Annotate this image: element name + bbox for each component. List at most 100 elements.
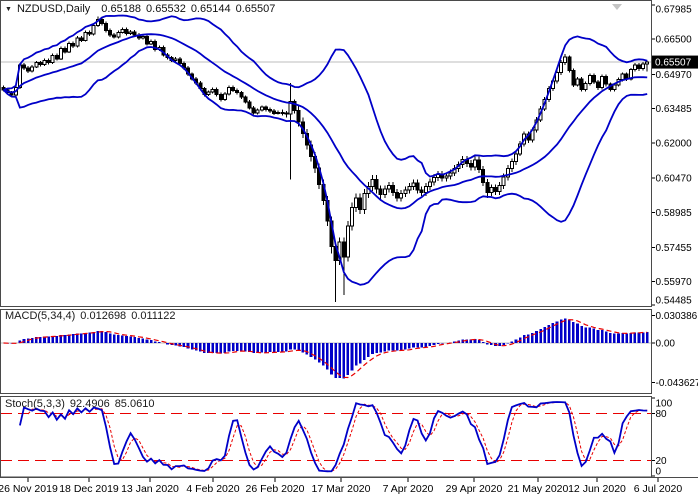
bull-candle-body (140, 35, 145, 39)
bull-candle-body (370, 179, 375, 188)
bull-candle-body (288, 100, 293, 115)
bear-candle-body (567, 56, 572, 71)
bull-candle-body (403, 189, 408, 195)
bull-candle-body (399, 193, 404, 199)
current-price-badge-label: 0.65507 (655, 58, 692, 69)
bull-candle-body (382, 188, 387, 196)
bear-candle-body (341, 241, 346, 258)
bollinger-lower-band (2, 46, 648, 286)
bull-candle-body (407, 186, 412, 191)
bear-candle-body (579, 78, 584, 90)
time-axis-label: 4 Feb 2020 (186, 483, 239, 495)
bull-candle-body (276, 111, 281, 114)
price-axis-label: 0.66500 (656, 35, 693, 46)
bear-candle-body (71, 42, 76, 47)
price-axis-label: 0.62000 (656, 138, 693, 149)
time-axis-area[interactable] (0, 478, 698, 500)
macd-axis-label: 0.00 (656, 339, 676, 350)
bull-candle-body (116, 31, 121, 38)
time-axis-label: 17 Mar 2020 (312, 483, 371, 495)
price-axis-label: 0.64970 (656, 70, 693, 81)
bull-candle-body (411, 182, 416, 188)
time-axis-label: 13 Jan 2020 (121, 483, 179, 495)
price-axis-label: 0.54485 (656, 296, 693, 307)
macd-plot-area[interactable] (1, 310, 651, 393)
bear-candle-body (280, 111, 285, 114)
bull-candle-body (30, 66, 35, 72)
bull-candle-body (436, 174, 441, 178)
bear-candle-body (26, 67, 31, 72)
bear-candle-body (493, 187, 498, 193)
bull-candle-body (448, 172, 453, 177)
stoch-plot-area[interactable] (1, 397, 651, 477)
bear-candle-body (247, 101, 252, 109)
bull-candle-body (67, 42, 72, 53)
bull-candle-body (210, 88, 215, 93)
bull-candle-body (354, 197, 359, 208)
bear-candle-body (79, 37, 84, 41)
bull-candle-body (227, 87, 231, 95)
chart-shift-marker-icon[interactable] (612, 4, 622, 10)
bull-candle-body (34, 62, 39, 68)
bear-candle-body (112, 34, 117, 38)
bollinger-upper-band (3, 14, 648, 178)
time-axis-label: 12 Jun 2020 (568, 483, 626, 495)
time-axis-label: 7 Apr 2020 (383, 483, 434, 495)
price-chart-plot-area[interactable] (1, 1, 651, 306)
stoch-axis-label: 0 (656, 467, 662, 478)
macd-panel-border (0, 309, 652, 394)
price-axis-label: 0.60470 (656, 174, 693, 185)
bull-candle-body (612, 84, 617, 90)
time-axis-label: 26 Feb 2020 (246, 483, 305, 495)
price-axis-area[interactable] (652, 0, 698, 477)
stoch-percent-d-line (27, 401, 648, 472)
bull-candle-body (427, 181, 432, 188)
bear-candle-body (235, 89, 240, 94)
bull-candle-body (645, 61, 650, 65)
bear-candle-body (239, 92, 244, 98)
time-axis-label: 6 Jul 2020 (634, 483, 683, 495)
bull-candle-body (128, 31, 133, 34)
bull-candle-body (432, 176, 436, 183)
bear-candle-body (571, 69, 576, 86)
bollinger-middle-band (3, 33, 648, 210)
bull-candle-body (120, 29, 125, 33)
bull-candle-body (386, 184, 391, 190)
bull-candle-body (362, 193, 367, 211)
bull-candle-body (600, 76, 605, 89)
bear-candle-body (477, 159, 482, 170)
stoch-axis-label: 100 (656, 399, 673, 410)
bull-candle-body (489, 187, 494, 193)
bear-candle-body (153, 41, 158, 51)
bear-candle-body (604, 76, 609, 85)
stoch-axis-label: 20 (656, 456, 668, 467)
macd-axis-label: 0.030386 (656, 311, 698, 322)
bull-candle-body (350, 206, 354, 227)
stoch-axis-label: 80 (656, 409, 668, 420)
bear-candle-body (214, 88, 219, 95)
bull-candle-body (509, 161, 514, 170)
macd-layer (1, 318, 651, 379)
bull-candle-body (42, 59, 47, 66)
time-axis-label: 26 Nov 2019 (0, 483, 58, 495)
bear-candle-body (358, 197, 363, 211)
bull-candle-body (75, 37, 80, 47)
bull-candle-body (423, 186, 428, 193)
bear-candle-body (251, 107, 256, 114)
bull-candle-body (206, 91, 211, 95)
bear-candle-body (46, 59, 51, 64)
bear-candle-body (263, 106, 268, 110)
bull-candle-body (514, 153, 518, 163)
bear-candle-body (415, 182, 420, 191)
bull-candle-body (255, 109, 260, 114)
price-chart-layer (1, 14, 651, 302)
bull-candle-body (575, 78, 580, 86)
bull-candle-body (473, 159, 477, 168)
bull-candle-body (345, 225, 350, 258)
bull-candle-body (620, 73, 625, 81)
price-axis-label: 0.57455 (656, 243, 693, 254)
price-axis-label: 0.55970 (656, 277, 693, 288)
bull-candle-body (555, 72, 559, 82)
bull-candle-body (259, 106, 264, 111)
